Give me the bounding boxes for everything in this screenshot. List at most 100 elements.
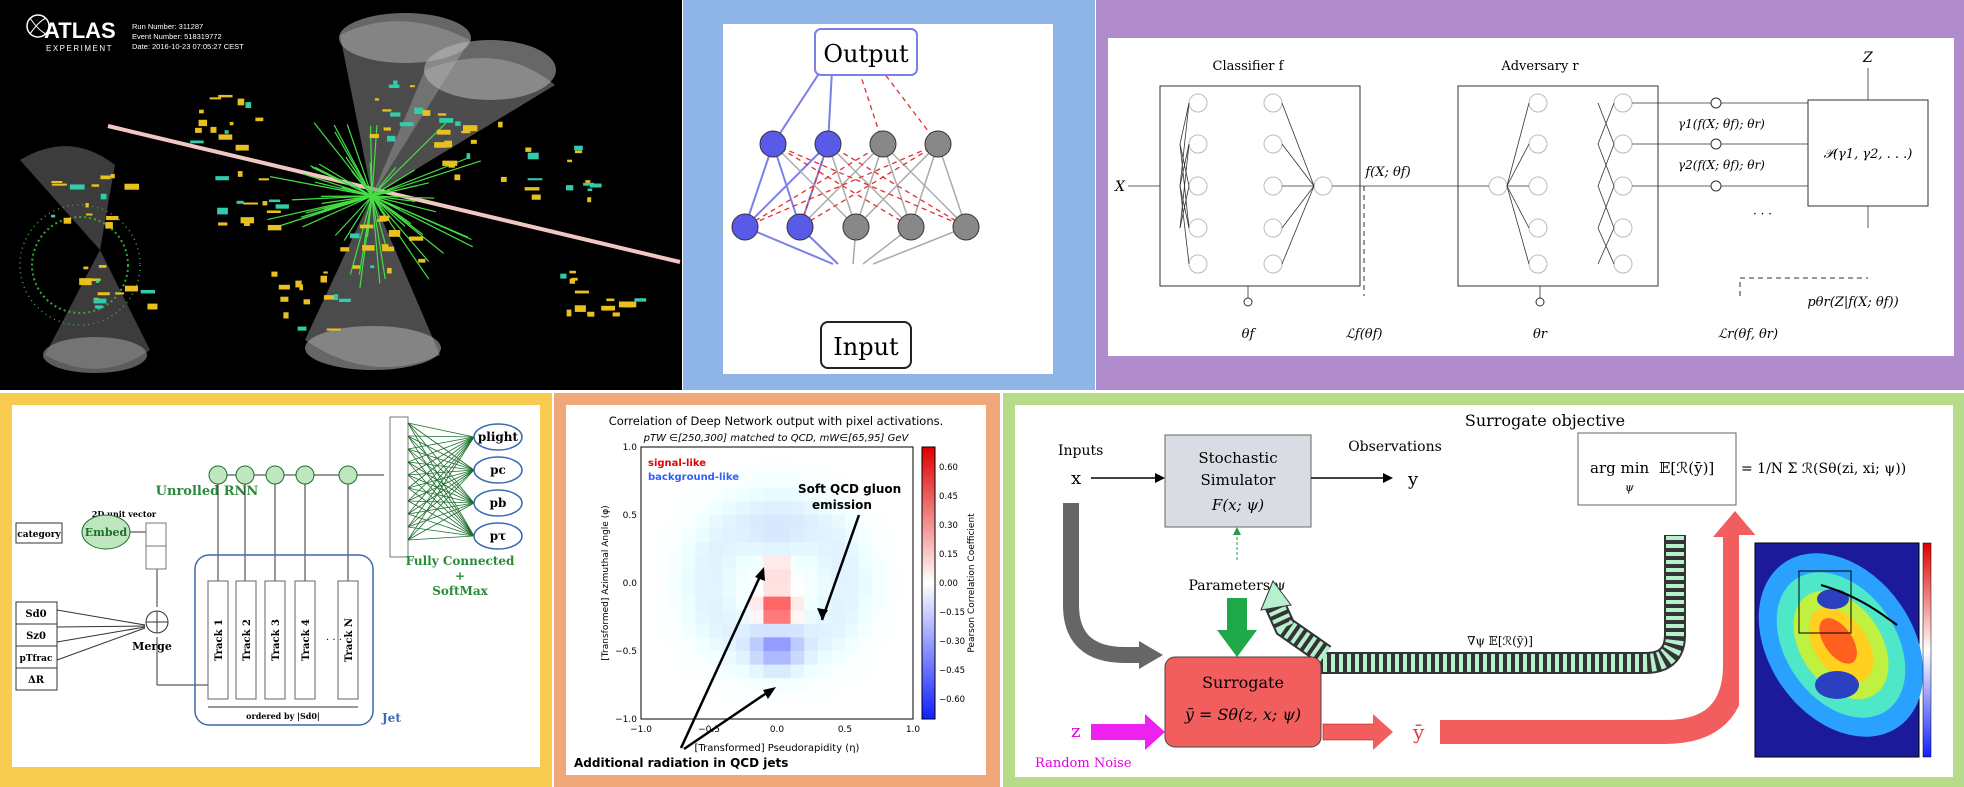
heatmap-cell [668,664,683,679]
heatmap-cell [654,623,669,638]
heatmap-cell [641,447,656,462]
deposit [370,265,375,269]
deposit [303,299,311,305]
heatmap-cell [641,623,656,638]
theta-f-label: θf [1242,327,1257,342]
deposit [218,222,228,226]
heatmap-cell [736,623,751,638]
heatmap-cell [681,474,696,489]
annotation-soft-2: emission [812,498,872,512]
track-n: Track N [344,618,355,662]
loss-f-label: ℒf(θf) [1346,327,1383,342]
heatmap-cell [777,678,792,693]
deposit [100,193,107,200]
heatmap-cell [872,623,887,638]
deposit [340,247,350,252]
expectation-label: 𝔼[ℛ(ȳ)] [1659,459,1714,477]
jet-cone-bottom [305,196,440,367]
fc-label-1: Fully Connected [406,554,515,568]
heatmap-cell [695,487,710,502]
heatmap-cell [790,528,805,543]
heatmap-cell [722,542,737,557]
deposit [606,298,615,302]
heatmap-cell [885,623,900,638]
heatmap-cell [831,460,846,475]
deposit [462,125,478,132]
heatmap-cell [858,637,873,652]
deposit [98,265,107,268]
nn-diagram: Output Input [731,28,980,369]
deposit [266,210,281,214]
atlas-panel: ATLAS EXPERIMENT Run Number: 311287 Even… [0,0,682,390]
heatmap-cell [899,555,914,570]
heatmap-cell [668,651,683,666]
deposit [587,188,593,192]
heatmap-cell [885,664,900,679]
deposit [96,280,100,283]
deposit [349,233,360,239]
category-label: category [17,530,61,540]
heatmap-cell [763,705,778,720]
heatmap-panel: Correlation of Deep Network output with … [554,393,1000,787]
heatmap-cell [722,583,737,598]
deposit [258,178,269,181]
heatmap-cell [709,447,724,462]
heatmap-cell [681,528,696,543]
track-line [321,195,373,205]
heatmap-cell [872,447,887,462]
deposit [618,301,631,308]
heatmap-cell [736,501,751,516]
heatmap-cell [858,623,873,638]
heatmap-cell [695,610,710,625]
heatmap-cell [736,678,751,693]
heatmap-cell [817,705,832,720]
heatmap-cell [681,569,696,584]
heatmap-cell [641,487,656,502]
heatmap-cell [804,664,819,679]
argmin-label: arg min [1590,459,1650,477]
run-number: Run Number: 311287 [132,22,203,31]
heatmap-cell [749,664,764,679]
heatmap-cell [845,447,860,462]
heatmap-cell [858,487,873,502]
heatmap-cell [858,705,873,720]
jet-label: Jet [381,711,401,725]
heatmap-cell [899,487,914,502]
deposit [262,201,268,206]
heatmap-cell [722,678,737,693]
heatmap-cell [858,515,873,530]
heatmap-cell [695,460,710,475]
optimization-contour-plot [1739,535,1943,767]
heatmap-cell [899,678,914,693]
heatmap-cell [722,515,737,530]
heatmap-cell [885,542,900,557]
deposit [268,199,281,203]
heatmap-cell [777,637,792,652]
heatmap-cell [681,583,696,598]
fc-label-3: SoftMax [432,584,488,598]
deposit [333,294,339,301]
heatmap-cell [668,623,683,638]
heatmap-cell [654,651,669,666]
deposit [470,139,477,144]
heatmap-cell [736,487,751,502]
heatmap-cell [654,691,669,706]
output-pb: pb [490,496,507,510]
track-line [371,195,435,199]
heatmap-cell [695,623,710,638]
heatmap-cell [763,623,778,638]
heatmap-cell [763,515,778,530]
colorbar-tick-label: 0.60 [939,463,958,473]
deposit [199,109,204,114]
deposit [369,133,379,139]
heatmap-cell [654,678,669,693]
heatmap-cell [804,623,819,638]
heatmap-cell [872,501,887,516]
unrolled-rnn-label: Unrolled RNN [156,484,259,499]
heatmap-cell [804,705,819,720]
plot-frame [640,446,914,720]
deposit [278,284,290,290]
surrogate-line2: ȳ = Sθ(z, x; ψ) [1184,705,1301,724]
deposit [566,309,572,317]
heatmap-cell [681,447,696,462]
